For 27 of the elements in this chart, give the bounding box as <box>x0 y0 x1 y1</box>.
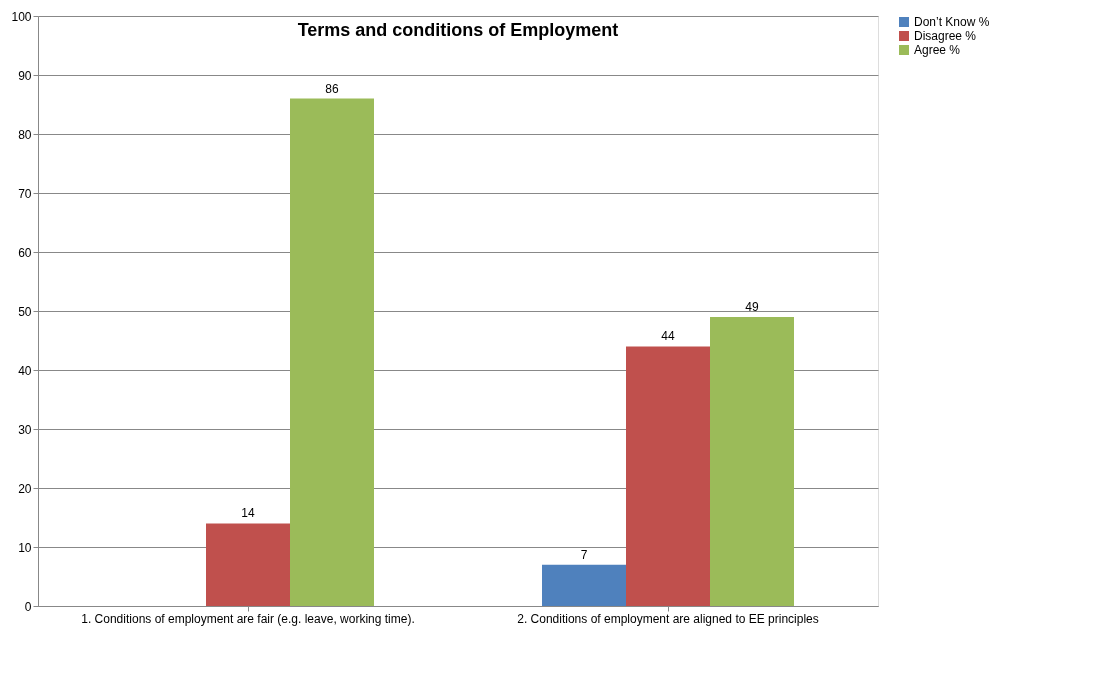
bar <box>290 98 374 606</box>
legend-label: Agree % <box>914 43 961 57</box>
y-tick-label: 0 <box>24 599 32 614</box>
y-tick-label: 100 <box>11 9 32 24</box>
chart-title: Terms and conditions of Employment <box>297 20 619 40</box>
data-label: 86 <box>325 81 339 96</box>
bar <box>542 564 626 606</box>
bar <box>206 523 290 606</box>
y-tick-label: 60 <box>18 245 32 260</box>
data-label: 7 <box>580 547 588 562</box>
y-tick-label: 40 <box>18 363 32 378</box>
y-tick-label: 70 <box>18 186 32 201</box>
legend-label: Don’t Know % <box>914 15 990 29</box>
y-tick-label: 90 <box>18 68 32 83</box>
y-tick-label: 50 <box>18 304 32 319</box>
data-label: 49 <box>745 299 759 314</box>
bar <box>626 346 710 606</box>
x-tick-label: 2. Conditions of employment are aligned to EE principles <box>517 611 819 626</box>
y-tick-label: 80 <box>18 127 32 142</box>
y-tick-label: 20 <box>18 481 32 496</box>
legend-label: Disagree % <box>914 29 977 43</box>
y-tick-label: 30 <box>18 422 32 437</box>
data-label: 14 <box>241 506 255 521</box>
y-tick-label: 10 <box>18 540 32 555</box>
bar <box>710 316 794 606</box>
x-tick-label: 1. Conditions of employment are fair (e.g. leave, working time). <box>81 611 415 626</box>
data-label: 44 <box>661 329 675 344</box>
